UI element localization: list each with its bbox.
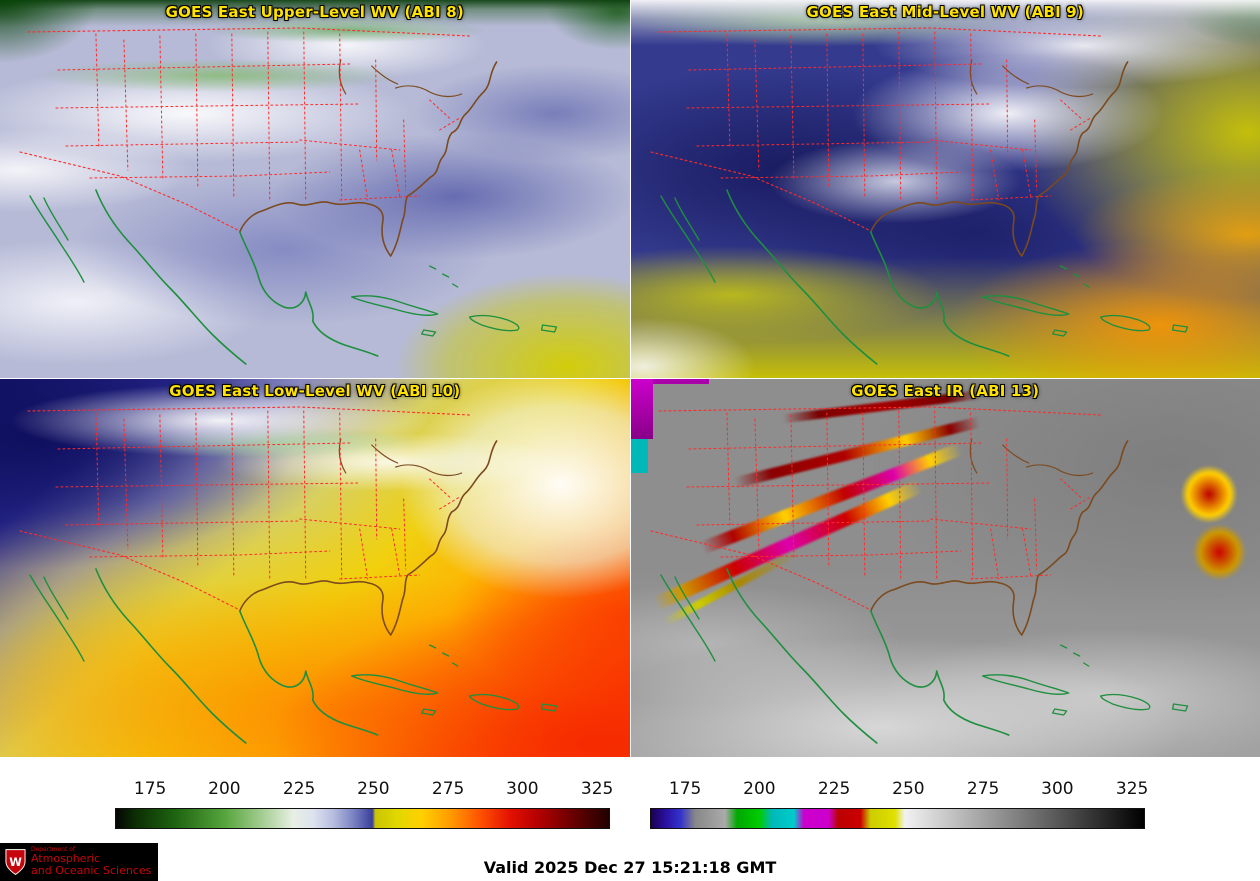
tick-label: 300 [506, 779, 539, 799]
wv-colorbar [115, 808, 610, 829]
tick-label: 275 [431, 779, 465, 799]
panel-title-abi10: GOES East Low-Level WV (ABI 10) [169, 382, 461, 400]
footer: 175 200 225 250 275 300 325 175 200 225 … [0, 757, 1260, 881]
tick-label: 175 [133, 779, 167, 799]
wv-colorbar-ticks: 175 200 225 250 275 300 325 [115, 779, 614, 803]
tick-label: 250 [892, 779, 925, 799]
tick-label: 300 [1041, 779, 1074, 799]
tick-label: 175 [668, 779, 702, 799]
ir-purple-top-strip [652, 379, 710, 384]
ir-magenta-corner [630, 379, 654, 440]
ir-cyan-corner [630, 439, 649, 474]
logo-line1: Atmospheric [31, 852, 101, 866]
tick-label: 200 [208, 779, 241, 799]
tick-label: 325 [580, 779, 614, 799]
satellite-imagery-abi9 [630, 0, 1260, 378]
panel-title-abi13: GOES East IR (ABI 13) [851, 382, 1040, 400]
logo-line2: and Oceanic Sciences [31, 864, 152, 878]
uw-crest-icon: W [5, 849, 26, 875]
panel-mid-level-wv: GOES East Mid-Level WV (ABI 9) [630, 0, 1260, 378]
ir-colorbar-group: 175 200 225 250 275 300 325 [650, 779, 1149, 829]
panel-grid: GOES East Upper-Level WV (ABI 8) GOES Ea… [0, 0, 1260, 757]
tick-label: 325 [1115, 779, 1149, 799]
wv-colorbar-group: 175 200 225 250 275 300 325 [115, 779, 614, 829]
ir-colorbar-ticks: 175 200 225 250 275 300 325 [650, 779, 1149, 803]
satellite-imagery-abi10 [0, 379, 630, 757]
uw-aos-logo: W Department of Atmospheric and Oceanic … [0, 843, 158, 881]
logo-text: Department of Atmospheric and Oceanic Sc… [31, 845, 152, 878]
panel-title-abi9: GOES East Mid-Level WV (ABI 9) [806, 3, 1084, 21]
panel-title-abi8: GOES East Upper-Level WV (ABI 8) [165, 3, 464, 21]
tick-label: 225 [817, 779, 851, 799]
tick-label: 200 [743, 779, 776, 799]
tick-label: 225 [282, 779, 316, 799]
tick-label: 275 [966, 779, 1000, 799]
panel-upper-level-wv: GOES East Upper-Level WV (ABI 8) [0, 0, 630, 378]
panel-ir: GOES East IR (ABI 13) [630, 379, 1260, 757]
logo-dept-label: Department of [31, 845, 75, 853]
valid-time-label: Valid 2025 Dec 27 15:21:18 GMT [483, 858, 777, 877]
satellite-imagery-abi8 [0, 0, 630, 378]
panel-low-level-wv: GOES East Low-Level WV (ABI 10) [0, 379, 630, 757]
uw-crest-letter: W [9, 855, 22, 869]
ir-enhanced-blob [1178, 462, 1248, 591]
ir-colorbar [650, 808, 1145, 829]
tick-label: 250 [357, 779, 390, 799]
